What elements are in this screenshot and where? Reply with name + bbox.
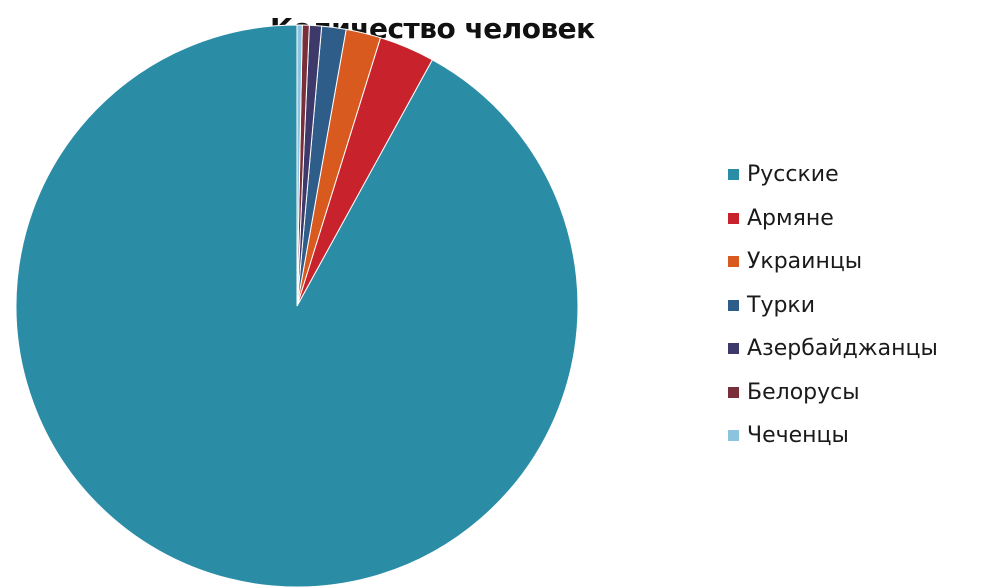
- pie-slice-6: [296, 24, 303, 307]
- legend-label: Армяне: [747, 205, 834, 231]
- legend-swatch: [728, 299, 739, 311]
- legend-item-0: Русские: [728, 153, 938, 197]
- legend: Русские Армяне Украинцы Турки Азербайджанцы Б…: [728, 153, 938, 458]
- legend-swatch: [728, 430, 739, 442]
- legend-item-1: Армяне: [728, 197, 938, 241]
- legend-item-6: Чеченцы: [728, 414, 938, 458]
- legend-swatch: [728, 386, 739, 398]
- legend-item-3: Турки: [728, 284, 938, 328]
- legend-label: Азербайджанцы: [747, 336, 938, 362]
- legend-item-2: Украинцы: [728, 240, 938, 284]
- legend-swatch: [728, 212, 739, 224]
- legend-swatch: [728, 256, 739, 268]
- pie-slices: [15, 24, 579, 587]
- legend-label: Чеченцы: [747, 423, 849, 449]
- legend-label: Турки: [747, 292, 816, 318]
- legend-label: Белорусы: [747, 379, 860, 405]
- legend-swatch: [728, 169, 739, 181]
- legend-label: Русские: [747, 162, 839, 188]
- legend-swatch: [728, 343, 739, 355]
- legend-item-5: Белорусы: [728, 371, 938, 415]
- legend-label: Украинцы: [747, 249, 863, 275]
- legend-item-4: Азербайджанцы: [728, 327, 938, 371]
